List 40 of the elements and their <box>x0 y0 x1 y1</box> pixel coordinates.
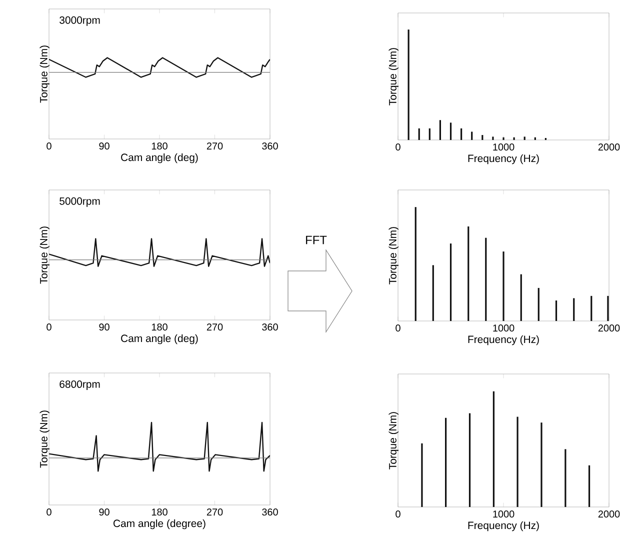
x-tick-label: 270 <box>206 508 223 516</box>
x-tick-label: 2000 <box>598 510 620 518</box>
y-axis-title: Torque (Nm) <box>40 226 50 284</box>
x-tick-label: 1000 <box>493 144 514 151</box>
x-axis-title: Frequency (Hz) <box>468 521 539 532</box>
x-tick-label: 0 <box>46 324 52 331</box>
y-axis-title: Torque (Nm) <box>388 227 398 284</box>
y-axis-title: Torque (Nm) <box>40 410 50 468</box>
x-tick-label: 90 <box>99 142 110 150</box>
x-tick-label: 180 <box>152 142 168 150</box>
x-axis-title: Frequency (Hz) <box>468 335 539 346</box>
x-tick-label: 2000 <box>598 144 620 151</box>
chart-title: 6800rpm <box>60 380 100 390</box>
x-axis-title: Cam angle (deg) <box>121 334 198 344</box>
text: FFT <box>306 236 327 244</box>
x-tick-label: 2000 <box>598 324 620 332</box>
x-tick-label: 0 <box>396 144 400 151</box>
x-tick-label: 180 <box>152 324 168 331</box>
x-axis-title: Frequency (Hz) <box>468 154 539 164</box>
x-axis-title: Cam angle (degree) <box>114 519 206 530</box>
x-tick-label: 1000 <box>493 510 514 518</box>
x-tick-label: 270 <box>206 142 223 150</box>
x-tick-label: 360 <box>262 324 278 331</box>
x-tick-label: 0 <box>46 142 52 150</box>
x-tick-label: 360 <box>262 142 278 150</box>
y-axis-title: Torque (Nm) <box>388 48 398 106</box>
x-axis-title: Cam angle (deg) <box>121 153 198 164</box>
x-tick-label: 90 <box>99 324 110 331</box>
chart-title: 5000rpm <box>60 197 100 207</box>
x-tick-label: 0 <box>396 324 400 332</box>
x-tick-label: 0 <box>396 510 400 518</box>
x-tick-label: 270 <box>206 324 223 331</box>
x-tick-label: 0 <box>46 508 52 516</box>
y-axis-title: Torque (Nm) <box>388 412 398 470</box>
x-tick-label: 1000 <box>493 324 514 332</box>
x-tick-label: 360 <box>262 508 278 516</box>
y-axis-title: Torque (Nm) <box>40 46 50 103</box>
chart-title: 3000rpm <box>60 16 100 26</box>
x-tick-label: 180 <box>152 508 168 516</box>
x-tick-label: 90 <box>99 508 110 516</box>
